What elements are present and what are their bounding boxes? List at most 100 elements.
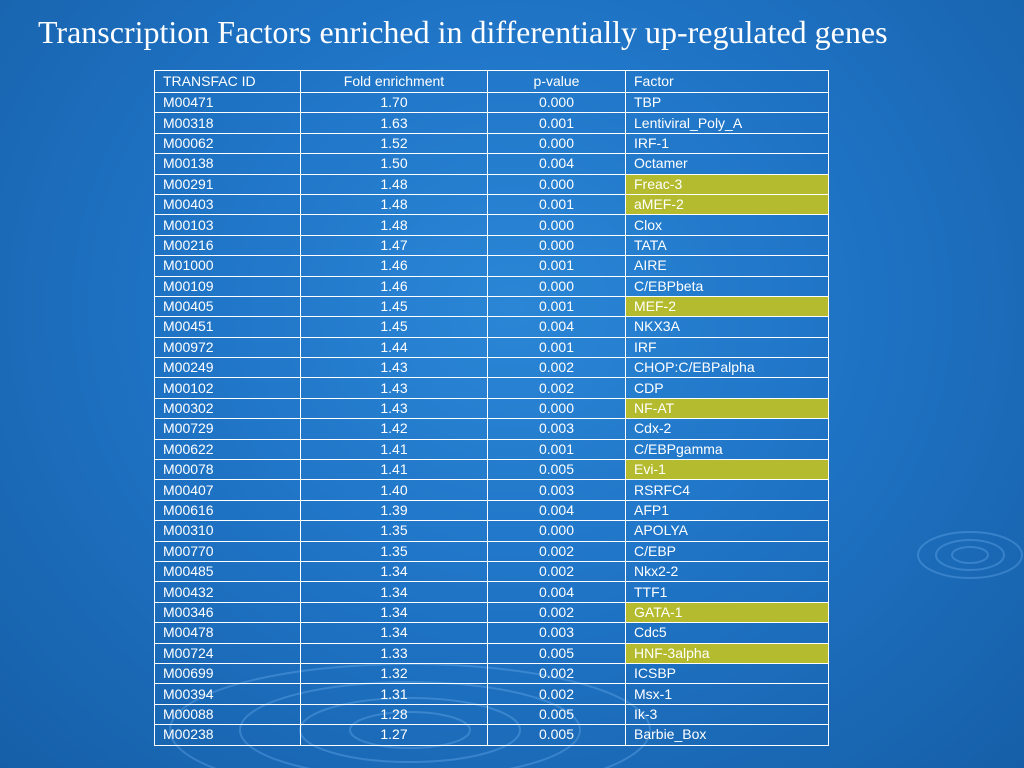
cell-transfac-id: M00729 <box>154 418 301 440</box>
cell-transfac-id: M01000 <box>154 255 301 277</box>
cell-fold-enrichment: 1.34 <box>300 601 488 624</box>
cell-factor: C/EBPgamma <box>625 438 829 461</box>
table-row: M00407 1.40 0.003 RSRFC4 <box>154 479 829 501</box>
cell-transfac-id: M00062 <box>154 132 301 155</box>
table-row: M00471 1.70 0.000 TBP <box>154 91 829 114</box>
table-row: M00403 1.48 0.001 aMEF-2 <box>154 193 829 216</box>
cell-fold-enrichment: 1.31 <box>300 683 488 705</box>
cell-transfac-id: M00138 <box>154 153 301 175</box>
cell-transfac-id: M00310 <box>154 520 301 542</box>
cell-transfac-id: M00972 <box>154 336 301 359</box>
cell-fold-enrichment: 1.32 <box>300 662 488 685</box>
cell-p-value: 0.001 <box>487 438 626 461</box>
table-row: M00078 1.41 0.005 Evi-1 <box>154 459 829 481</box>
cell-fold-enrichment: 1.39 <box>300 499 488 522</box>
cell-fold-enrichment: 1.46 <box>300 275 488 297</box>
table-row: M00088 1.28 0.005 Ik-3 <box>154 703 829 726</box>
cell-factor: NF-AT <box>625 397 829 420</box>
cell-p-value: 0.001 <box>487 336 626 359</box>
header-p-value: p-value <box>487 70 626 93</box>
cell-p-value: 0.001 <box>487 193 626 216</box>
cell-fold-enrichment: 1.70 <box>300 91 488 114</box>
cell-p-value: 0.004 <box>487 153 626 175</box>
cell-fold-enrichment: 1.63 <box>300 112 488 134</box>
cell-factor: CDP <box>625 377 829 399</box>
cell-factor: Msx-1 <box>625 683 829 705</box>
table-row: M00699 1.32 0.002 ICSBP <box>154 662 829 685</box>
cell-p-value: 0.005 <box>487 459 626 481</box>
table-row: M00109 1.46 0.000 C/EBPbeta <box>154 275 829 297</box>
cell-factor: C/EBPbeta <box>625 275 829 297</box>
cell-p-value: 0.000 <box>487 520 626 542</box>
cell-p-value: 0.003 <box>487 479 626 501</box>
cell-transfac-id: M00346 <box>154 601 301 624</box>
cell-p-value: 0.004 <box>487 499 626 522</box>
cell-fold-enrichment: 1.48 <box>300 173 488 195</box>
cell-factor: Cdc5 <box>625 622 829 644</box>
table-row: M00972 1.44 0.001 IRF <box>154 336 829 359</box>
cell-p-value: 0.002 <box>487 662 626 685</box>
cell-fold-enrichment: 1.42 <box>300 418 488 440</box>
cell-fold-enrichment: 1.43 <box>300 377 488 399</box>
table-row: M00394 1.31 0.002 Msx-1 <box>154 683 829 705</box>
table-header-row: TRANSFAC ID Fold enrichment p-value Fact… <box>154 70 829 93</box>
cell-p-value: 0.000 <box>487 91 626 114</box>
cell-p-value: 0.000 <box>487 214 626 236</box>
cell-transfac-id: M00485 <box>154 560 301 583</box>
cell-transfac-id: M00616 <box>154 499 301 522</box>
cell-factor: TTF1 <box>625 581 829 603</box>
cell-p-value: 0.000 <box>487 234 626 257</box>
table-row: M00216 1.47 0.000 TATA <box>154 234 829 257</box>
cell-p-value: 0.003 <box>487 622 626 644</box>
table-row: M00405 1.45 0.001 MEF-2 <box>154 295 829 318</box>
cell-fold-enrichment: 1.34 <box>300 581 488 603</box>
table-row: M00302 1.43 0.000 NF-AT <box>154 397 829 420</box>
cell-factor: aMEF-2 <box>625 193 829 216</box>
cell-fold-enrichment: 1.45 <box>300 295 488 318</box>
cell-factor: C/EBP <box>625 540 829 562</box>
table-row: M00724 1.33 0.005 HNF-3alpha <box>154 642 829 664</box>
table-row: M00622 1.41 0.001 C/EBPgamma <box>154 438 829 461</box>
cell-transfac-id: M00102 <box>154 377 301 399</box>
cell-fold-enrichment: 1.47 <box>300 234 488 257</box>
cell-factor: Clox <box>625 214 829 236</box>
table-row: M00291 1.48 0.000 Freac-3 <box>154 173 829 195</box>
cell-p-value: 0.000 <box>487 132 626 155</box>
cell-p-value: 0.002 <box>487 683 626 705</box>
slide-title: Transcription Factors enriched in differ… <box>38 14 888 50</box>
cell-factor: IRF-1 <box>625 132 829 155</box>
cell-p-value: 0.002 <box>487 540 626 562</box>
table-row: M00249 1.43 0.002 CHOP:C/EBPalpha <box>154 357 829 379</box>
cell-transfac-id: M00770 <box>154 540 301 562</box>
table-row: M00310 1.35 0.000 APOLYA <box>154 520 829 542</box>
cell-factor: HNF-3alpha <box>625 642 829 664</box>
cell-p-value: 0.001 <box>487 295 626 318</box>
cell-factor: MEF-2 <box>625 295 829 318</box>
cell-p-value: 0.002 <box>487 560 626 583</box>
table-row: M00432 1.34 0.004 TTF1 <box>154 581 829 603</box>
cell-fold-enrichment: 1.35 <box>300 520 488 542</box>
cell-fold-enrichment: 1.27 <box>300 724 488 746</box>
table-row: M00729 1.42 0.003 Cdx-2 <box>154 418 829 440</box>
cell-factor: ICSBP <box>625 662 829 685</box>
cell-transfac-id: M00291 <box>154 173 301 195</box>
table-row: M00451 1.45 0.004 NKX3A <box>154 316 829 338</box>
cell-fold-enrichment: 1.48 <box>300 214 488 236</box>
cell-p-value: 0.005 <box>487 724 626 746</box>
cell-p-value: 0.002 <box>487 601 626 624</box>
cell-p-value: 0.005 <box>487 642 626 664</box>
cell-factor: Cdx-2 <box>625 418 829 440</box>
cell-fold-enrichment: 1.50 <box>300 153 488 175</box>
cell-fold-enrichment: 1.45 <box>300 316 488 338</box>
cell-fold-enrichment: 1.41 <box>300 459 488 481</box>
table-row: M00485 1.34 0.002 Nkx2-2 <box>154 560 829 583</box>
header-fold-enrichment: Fold enrichment <box>300 70 488 93</box>
cell-factor: Evi-1 <box>625 459 829 481</box>
cell-fold-enrichment: 1.28 <box>300 703 488 726</box>
cell-transfac-id: M00432 <box>154 581 301 603</box>
cell-factor: CHOP:C/EBPalpha <box>625 357 829 379</box>
cell-factor: Lentiviral_Poly_A <box>625 112 829 134</box>
cell-transfac-id: M00302 <box>154 397 301 420</box>
table-row: M00102 1.43 0.002 CDP <box>154 377 829 399</box>
cell-p-value: 0.000 <box>487 275 626 297</box>
